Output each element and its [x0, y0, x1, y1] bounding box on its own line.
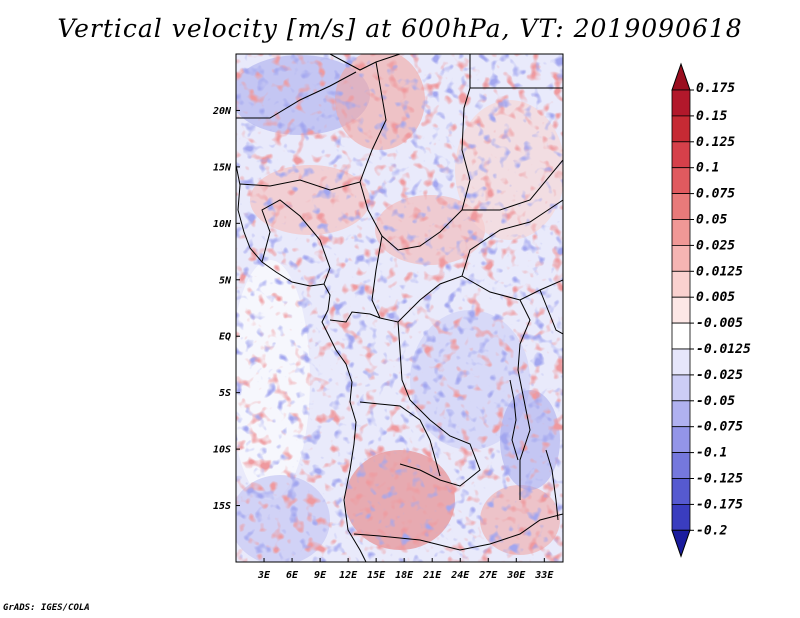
y-tick-label: 10N	[213, 219, 232, 230]
border-uganda	[539, 289, 563, 335]
border-niger	[239, 179, 361, 191]
colorbar-swatch	[671, 167, 691, 194]
west-coastline	[236, 164, 367, 562]
x-tick-label: 12E	[339, 570, 358, 581]
border-drc	[397, 321, 481, 487]
colorbar: 0.175 0.15 0.125 0.1 0.075 0.05 0.025 0.0125 0.0…	[671, 62, 751, 558]
colorbar-swatch	[671, 141, 691, 169]
colorbar-swatch	[671, 322, 691, 350]
lake-malawi	[545, 449, 559, 521]
colorbar-swatch	[671, 374, 691, 402]
colorbar-label: -0.075	[696, 420, 743, 435]
border-sudan	[461, 199, 563, 277]
coastlines-borders	[236, 54, 563, 562]
colorbar-swatch	[671, 244, 691, 272]
y-tick-label: 15N	[213, 162, 232, 173]
colorbar-label: 0.175	[696, 81, 735, 96]
y-tick-label: 20N	[212, 106, 232, 117]
colorbar-label: -0.175	[696, 497, 743, 512]
colorbar-label: -0.05	[696, 394, 735, 409]
x-tick-label: 15E	[367, 570, 386, 581]
border-gabon	[329, 311, 381, 323]
colorbar-label: 0.025	[696, 238, 735, 253]
colorbar-label: 0.05	[696, 213, 727, 228]
x-axis: 3E 6E 9E 12E 15E 18E 21E 24E 27E 30E 33E	[257, 558, 554, 581]
y-tick-label: 15S	[213, 501, 231, 512]
field-texture-negative	[236, 54, 563, 562]
colorbar-label: 0.15	[696, 109, 727, 124]
colorbar-label: 0.0125	[696, 264, 743, 279]
colorbar-swatch	[671, 452, 691, 479]
colorbar-label: -0.025	[696, 368, 743, 383]
colorbar-bottom-triangle	[671, 529, 691, 558]
border-nigeria	[261, 199, 331, 285]
colorbar-swatch	[671, 400, 691, 428]
colorbar-label: 0.005	[696, 290, 735, 305]
x-tick-label: 24E	[450, 570, 470, 581]
border-south	[353, 513, 563, 551]
colorbar-swatch	[671, 296, 691, 324]
map-title: Vertical velocity [m/s] at 600hPa, VT: 2…	[57, 14, 743, 43]
x-tick-label: 9E	[314, 570, 327, 581]
colorbar-swatch	[671, 219, 691, 246]
colorbar-swatch	[671, 348, 691, 376]
colorbar-label: 0.1	[696, 161, 719, 176]
y-axis: 20N 15N 10N 5N EQ 5S 10S 15S	[212, 106, 240, 512]
x-tick-label: 3E	[257, 570, 271, 581]
border-mali	[236, 71, 357, 119]
border-angola-north	[359, 401, 441, 477]
border-sudan-north	[462, 159, 563, 211]
y-tick-label: 10S	[213, 445, 231, 456]
border-great-lakes	[517, 299, 531, 500]
velocity-field	[236, 54, 563, 562]
border-car	[371, 235, 563, 323]
y-tick-label: EQ	[219, 332, 231, 343]
colorbar-label: 0.125	[696, 135, 735, 150]
y-tick-label: 5N	[219, 275, 232, 286]
colorbar-swatch	[671, 193, 691, 220]
colorbar-swatch	[671, 270, 691, 298]
x-tick-label: 27E	[478, 570, 498, 581]
colorbar-label: -0.125	[696, 472, 743, 487]
colorbar-label: 0.075	[696, 187, 735, 202]
lake-tanganyika	[509, 379, 519, 461]
border-chad	[359, 61, 471, 251]
colorbar-swatch	[671, 478, 691, 505]
x-tick-label: 21E	[422, 570, 442, 581]
colorbar-label: -0.0125	[696, 342, 751, 357]
x-tick-label: 33E	[534, 570, 554, 581]
x-tick-label: 18E	[395, 570, 414, 581]
colorbar-swatch	[671, 115, 691, 143]
colorbar-label: -0.2	[696, 523, 727, 538]
colorbar-label: -0.1	[696, 446, 727, 461]
y-tick-label: 5S	[219, 388, 231, 399]
colorbar-swatch	[671, 426, 691, 454]
colorbar-swatch	[671, 89, 691, 117]
grads-credit: GrADS: IGES/COLA	[3, 603, 90, 613]
colorbar-top-triangle	[671, 62, 691, 91]
plot-frame	[235, 53, 564, 563]
colorbar-label: -0.005	[696, 316, 743, 331]
x-tick-label: 30E	[506, 570, 526, 581]
colorbar-swatch	[671, 503, 691, 531]
x-tick-label: 6E	[286, 570, 299, 581]
border-north	[329, 54, 401, 71]
